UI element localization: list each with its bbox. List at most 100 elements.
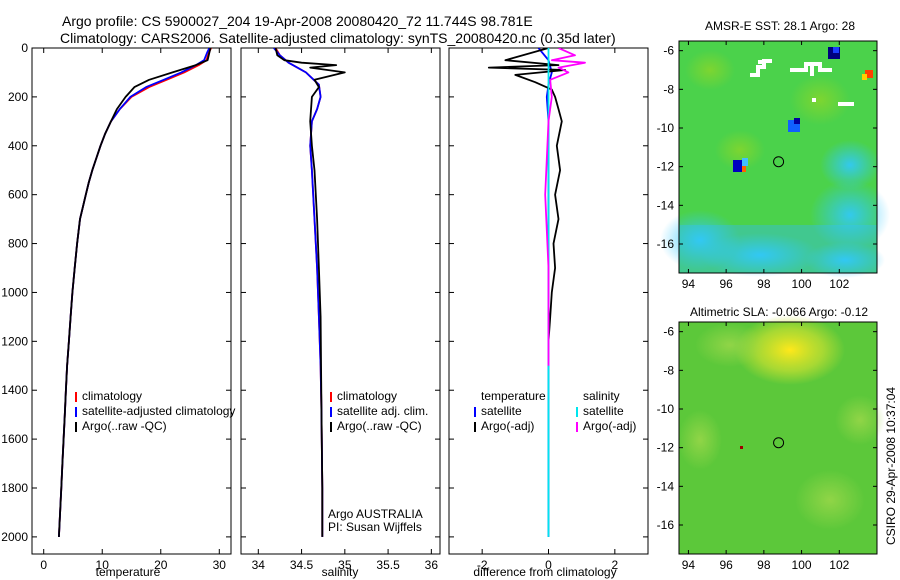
temperature-x-label: temperature [96, 565, 161, 579]
legend-entry: satellite adj. clim. [337, 404, 428, 418]
x-tick-label: 36 [425, 558, 439, 572]
map-x-tick-label: 94 [682, 277, 696, 291]
x-tick-label: 34.5 [290, 558, 314, 572]
y-tick-label: 1400 [1, 383, 28, 397]
x-tick-label: 20 [154, 558, 168, 572]
series-line-2 [273, 48, 324, 537]
sst-map-axes: 94 96 98 100 102 -6 -8 -10 -12 -14 -16 [657, 41, 877, 291]
sst-map-frame [678, 40, 878, 274]
salinity-axes [240, 47, 441, 555]
legend-entry: climatology [337, 389, 397, 403]
difference-panel: -2 0 2 difference from climatology tempera… [448, 47, 649, 579]
x-tick-label: 34 [252, 558, 266, 572]
salinity-x-label: salinity [322, 565, 359, 579]
float-pi-label: PI: Susan Wijffels [328, 520, 422, 534]
map-y-tick-label: -12 [657, 441, 675, 455]
sst-argo-location-marker [773, 156, 785, 168]
difference-legend: temperature salinitysatelliteArgo(-adj)sa… [474, 389, 636, 433]
map-x-tick-label: 100 [792, 558, 812, 572]
x-tick-label: 0 [545, 558, 552, 572]
sst-map-panel: AMSR-E SST: 28.1 Argo: 28 94 96 98 100 102 -6… [657, 19, 890, 291]
legend-entry: Argo(..raw -QC) [337, 419, 422, 433]
salinity-panel: 34 34.5 35 35.5 36 salinity climatologysatel… [240, 47, 441, 579]
sla-field-texture [678, 315, 885, 530]
legend-entry: satellite-adjusted climatology [82, 404, 235, 418]
y-tick-label: 1800 [1, 481, 28, 495]
temperature-x-axis: 0 10 20 30 [40, 48, 226, 572]
sla-map-panel: Altimetric SLA: -0.066 Argo: -0.12 94 96 9… [657, 305, 885, 572]
legend-entry: satellite [481, 404, 522, 418]
map-y-tick-label: -16 [657, 518, 675, 532]
series-line-2 [487, 48, 566, 342]
sst-field-texture [660, 47, 890, 278]
map-y-tick-label: -14 [657, 198, 675, 212]
y-tick-label: 600 [8, 188, 28, 202]
series-line-1 [537, 48, 553, 537]
map-y-tick-label: -8 [663, 82, 674, 96]
map-y-tick-label: -6 [663, 44, 674, 58]
sla-map-axes: 94 96 98 100 102 -6 -8 -10 -12 -14 -16 [657, 322, 877, 572]
map-x-tick-label: 96 [719, 277, 733, 291]
map-x-tick-label: 94 [682, 558, 696, 572]
temperature-panel: 0 200 400 600 800 1000 1200 1400 1600 1800 2000 0 1… [1, 41, 235, 579]
map-x-tick-label: 102 [829, 277, 849, 291]
series-line-1 [58, 48, 212, 537]
series-line-1 [274, 48, 324, 537]
series-line-2 [58, 48, 211, 537]
y-tick-label: 1600 [1, 432, 28, 446]
sla-map-frame [678, 321, 878, 555]
salinity-x-axis: 34 34.5 35 35.5 36 [252, 48, 439, 572]
map-y-tick-label: -6 [663, 325, 674, 339]
sst-map-title: AMSR-E SST: 28.1 Argo: 28 [705, 19, 855, 33]
y-tick-label: 200 [8, 90, 28, 104]
map-y-tick-label: -8 [663, 363, 674, 377]
legend-entry: climatology [82, 389, 142, 403]
figure-title-line2: Climatology: CARS2006. Satellite-adjuste… [60, 30, 616, 46]
series-line-4 [544, 48, 586, 366]
series-line-3 [274, 48, 346, 537]
x-tick-label: 0 [40, 558, 47, 572]
sla-map-title: Altimetric SLA: -0.066 Argo: -0.12 [690, 305, 868, 319]
series-line-3 [58, 48, 212, 537]
map-x-tick-label: 102 [829, 558, 849, 572]
temperature-axes [31, 47, 232, 555]
map-x-tick-label: 100 [792, 277, 812, 291]
legend-header-salinity: salinity [583, 389, 620, 403]
difference-x-label: difference from climatology [473, 565, 616, 579]
legend-entry: Argo(-adj) [583, 419, 636, 433]
y-tick-label: 400 [8, 139, 28, 153]
map-x-tick-label: 96 [719, 558, 733, 572]
y-tick-label: 0 [21, 41, 28, 55]
y-tick-label: 800 [8, 237, 28, 251]
map-x-tick-label: 98 [757, 277, 771, 291]
salinity-lines [273, 48, 346, 537]
depth-axis: 0 200 400 600 800 1000 1200 1400 1600 1800 2000 [1, 41, 28, 544]
legend-entry: Argo(..raw -QC) [82, 419, 167, 433]
x-tick-label: 35 [338, 558, 352, 572]
map-y-tick-label: -16 [657, 237, 675, 251]
map-y-tick-label: -12 [657, 160, 675, 174]
difference-lines [487, 48, 586, 537]
x-tick-label: 10 [96, 558, 110, 572]
float-owner-label: Argo AUSTRALIA [328, 507, 423, 521]
map-x-tick-label: 98 [757, 558, 771, 572]
legend-entry: satellite [583, 404, 624, 418]
y-tick-label: 1200 [1, 334, 28, 348]
x-tick-label: -2 [477, 558, 488, 572]
x-tick-label: 35.5 [376, 558, 400, 572]
legend-header-temperature: temperature [481, 389, 546, 403]
x-tick-label: 30 [213, 558, 227, 572]
x-tick-label: 2 [611, 558, 618, 572]
figure-title-line1: Argo profile: CS 5900027_204 19-Apr-2008… [62, 13, 533, 29]
legend-entry: Argo(-adj) [481, 419, 534, 433]
timestamp-label: CSIRO 29-Apr-2008 10:37:04 [884, 387, 898, 545]
y-tick-label: 1000 [1, 285, 28, 299]
sla-argo-location-marker [773, 437, 785, 449]
map-y-tick-label: -14 [657, 479, 675, 493]
map-y-tick-label: -10 [657, 121, 675, 135]
map-y-tick-label: -10 [657, 402, 675, 416]
y-tick-label: 2000 [1, 530, 28, 544]
